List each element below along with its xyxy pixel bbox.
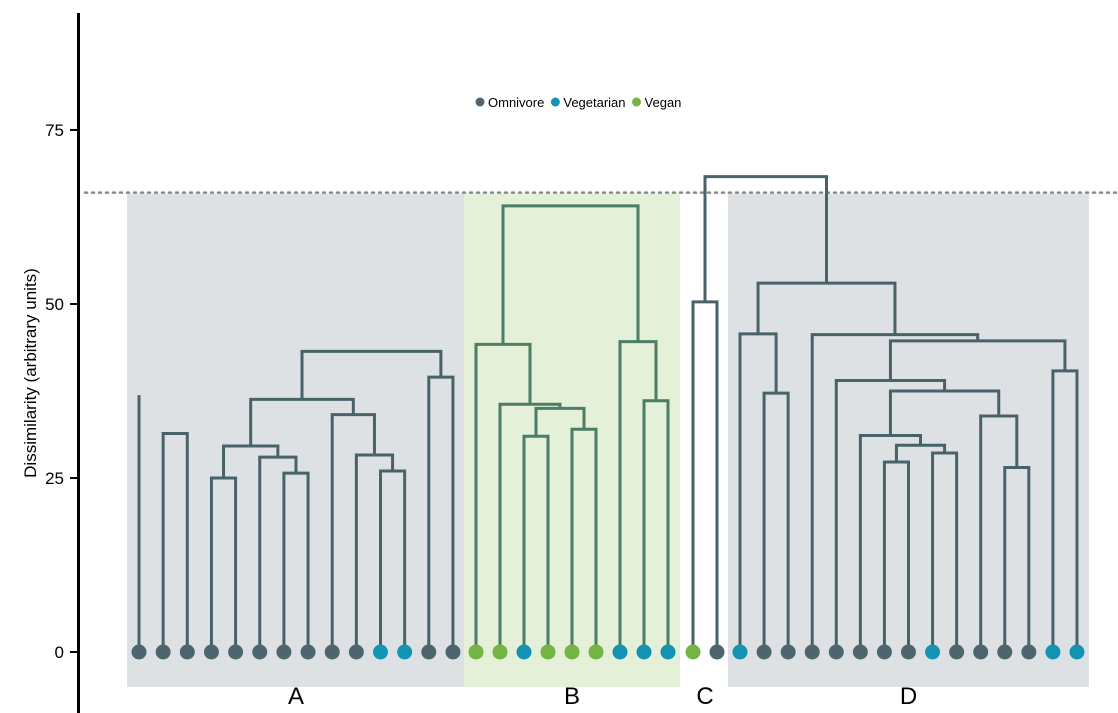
leaf-markers — [131, 644, 1085, 660]
y-axis: 0 25 50 75 — [45, 13, 80, 713]
y-axis-label: Dissimilarity (arbitrary units) — [21, 268, 40, 478]
cluster-label-c: C — [696, 683, 713, 710]
leaf-marker-38 — [1045, 644, 1061, 660]
leaf-marker-11 — [397, 644, 413, 660]
leaf-marker-21 — [636, 644, 652, 660]
leaf-marker-25 — [732, 644, 748, 660]
leaf-marker-4 — [228, 644, 244, 660]
leaf-marker-24 — [709, 644, 725, 660]
legend-label-vegetarian: Vegetarian — [563, 95, 625, 110]
leaf-marker-23 — [685, 644, 701, 660]
leaf-marker-8 — [324, 644, 340, 660]
leaf-marker-29 — [828, 644, 844, 660]
leaf-marker-20 — [612, 644, 628, 660]
leaf-marker-39 — [1069, 644, 1085, 660]
leaf-marker-28 — [804, 644, 820, 660]
legend: Omnivore Vegetarian Vegan — [475, 95, 682, 110]
link-a2 — [161, 431, 189, 652]
cluster-label-d: D — [900, 683, 917, 710]
leaf-marker-19 — [588, 644, 604, 660]
leaf-marker-31 — [876, 644, 892, 660]
dendrogram-links — [139, 175, 1079, 652]
leaf-marker-14 — [468, 644, 484, 660]
leaf-marker-16 — [516, 644, 532, 660]
link-cd — [703, 175, 829, 302]
leaf-marker-22 — [660, 644, 676, 660]
y-tick-label-25: 25 — [45, 469, 64, 488]
leaf-marker-3 — [203, 644, 219, 660]
link-c1 — [691, 300, 719, 652]
leaf-marker-30 — [852, 644, 868, 660]
leaf-marker-1 — [155, 644, 171, 660]
leaf-marker-15 — [492, 644, 508, 660]
legend-label-vegan: Vegan — [645, 95, 682, 110]
leaf-marker-37 — [1021, 644, 1037, 660]
legend-marker-vegan — [632, 97, 642, 107]
leaf-marker-27 — [780, 644, 796, 660]
y-tick-label-0: 0 — [55, 643, 64, 662]
cluster-shade-a — [127, 193, 465, 687]
y-tick-label-75: 75 — [45, 121, 64, 140]
leaf-marker-36 — [997, 644, 1013, 660]
leaf-marker-33 — [925, 644, 941, 660]
legend-marker-omnivore — [475, 97, 485, 107]
leaf-marker-5 — [252, 644, 268, 660]
cluster-label-b: B — [564, 683, 580, 710]
y-tick-label-50: 50 — [45, 295, 64, 314]
leaf-marker-2 — [179, 644, 195, 660]
link-a12 — [300, 349, 443, 400]
leaf-marker-26 — [756, 644, 772, 660]
leaf-marker-9 — [348, 644, 364, 660]
leaf-marker-10 — [373, 644, 388, 660]
leaf-marker-32 — [900, 644, 916, 660]
leaf-marker-35 — [973, 644, 989, 660]
link-b8 — [501, 204, 640, 345]
legend-marker-vegetarian — [550, 97, 560, 107]
leaf-marker-6 — [276, 644, 292, 660]
legend-label-omnivore: Omnivore — [488, 95, 544, 110]
cluster-labels: A B C D — [288, 683, 917, 710]
leaf-marker-7 — [300, 644, 316, 660]
leaf-marker-13 — [445, 644, 461, 660]
leaf-marker-12 — [421, 644, 437, 660]
cluster-label-a: A — [288, 683, 304, 710]
leaf-marker-18 — [564, 644, 580, 660]
leaf-marker-0 — [131, 644, 147, 660]
leaf-marker-17 — [540, 644, 556, 660]
leaf-marker-34 — [949, 644, 965, 660]
cluster-shades — [127, 193, 1089, 687]
